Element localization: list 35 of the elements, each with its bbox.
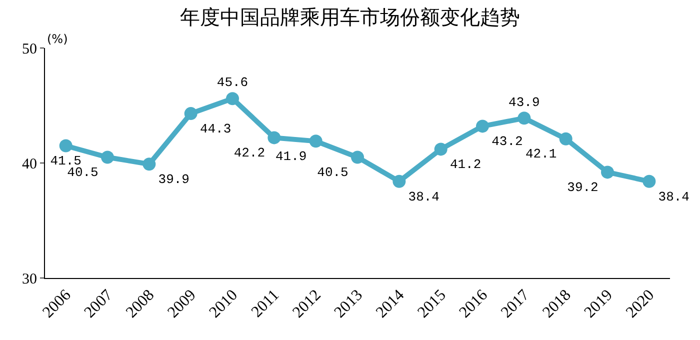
point bbox=[184, 107, 198, 120]
data-label: 40.5 bbox=[67, 165, 98, 180]
data-label: 40.5 bbox=[317, 165, 348, 180]
y-tick-label: 40 bbox=[22, 156, 37, 172]
point bbox=[601, 166, 614, 179]
data-label: 39.9 bbox=[158, 172, 190, 188]
point bbox=[101, 150, 114, 164]
data-label: 44.3 bbox=[200, 121, 232, 136]
point bbox=[642, 174, 656, 188]
point bbox=[268, 131, 281, 144]
data-label: 39.2 bbox=[567, 180, 598, 196]
point bbox=[59, 139, 72, 152]
point bbox=[434, 142, 448, 156]
y-tick-label: 30 bbox=[22, 271, 37, 288]
point bbox=[518, 112, 531, 125]
data-label: 41.9 bbox=[275, 149, 307, 164]
data-label: 38.4 bbox=[408, 189, 440, 204]
data-label: 43.2 bbox=[492, 134, 523, 150]
point bbox=[226, 92, 239, 106]
data-label: 41.2 bbox=[450, 157, 482, 172]
data-label: 38.4 bbox=[658, 189, 690, 204]
data-label: 42.2 bbox=[234, 146, 266, 161]
point bbox=[476, 120, 489, 133]
data-label: 45.6 bbox=[216, 75, 248, 90]
point bbox=[309, 134, 322, 148]
data-label: 42.1 bbox=[525, 146, 557, 162]
data-label: 43.9 bbox=[508, 94, 540, 110]
point bbox=[142, 158, 156, 171]
point bbox=[351, 150, 364, 164]
x-tick-label: 2011 bbox=[248, 286, 283, 321]
y-tick-label: 50 bbox=[22, 41, 37, 58]
y-axis-title: (%) bbox=[47, 32, 68, 46]
chart-title: 年度中国品牌乘用车市场份额变化趋势 bbox=[180, 5, 520, 30]
point bbox=[559, 132, 572, 146]
point bbox=[392, 174, 406, 188]
